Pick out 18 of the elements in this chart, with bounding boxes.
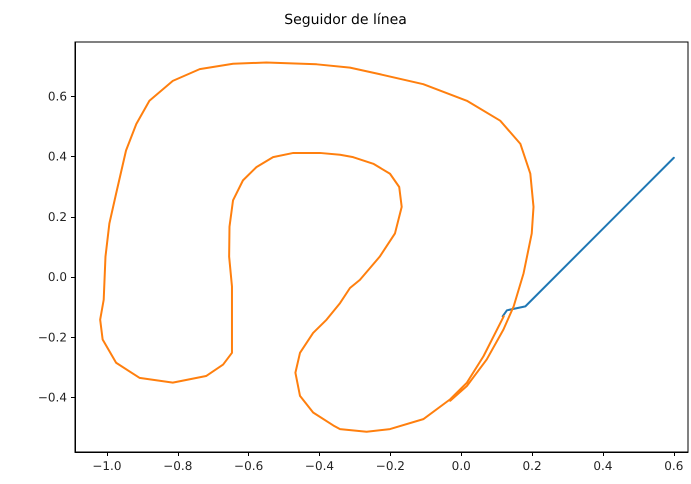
- y-tick-label: 0.0: [48, 270, 67, 284]
- y-tick-label: −0.4: [38, 390, 67, 405]
- line-series: [99, 62, 535, 433]
- y-tick-label: 0.4: [48, 150, 67, 164]
- chart-title: Seguidor de línea: [284, 12, 407, 28]
- line-series: [502, 156, 675, 318]
- x-tick-label: −0.2: [376, 459, 405, 473]
- y-tick-label: −0.2: [38, 330, 67, 344]
- x-tick-label: −1.0: [92, 459, 122, 473]
- x-tick-label: −0.6: [234, 459, 264, 473]
- x-tick-label: 0.0: [452, 459, 471, 473]
- x-tick-label: −0.8: [163, 459, 192, 473]
- x-tick-label: 0.2: [522, 459, 542, 473]
- y-tick-label: 0.6: [48, 89, 67, 104]
- x-tick-label: 0.6: [664, 459, 684, 473]
- x-tick-label: 0.4: [593, 459, 613, 473]
- x-tick-label: −0.4: [304, 459, 334, 473]
- y-tick-label: 0.2: [48, 210, 67, 224]
